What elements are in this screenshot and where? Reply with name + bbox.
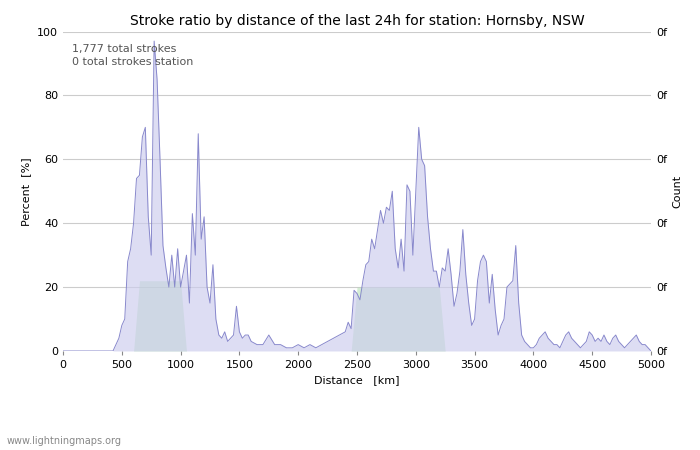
Title: Stroke ratio by distance of the last 24h for station: Hornsby, NSW: Stroke ratio by distance of the last 24h… <box>130 14 584 27</box>
Text: 1,777 total strokes
0 total strokes station: 1,777 total strokes 0 total strokes stat… <box>72 44 193 68</box>
Y-axis label: Count: Count <box>673 175 682 208</box>
X-axis label: Distance   [km]: Distance [km] <box>314 376 400 386</box>
Text: www.lightningmaps.org: www.lightningmaps.org <box>7 436 122 446</box>
Y-axis label: Percent  [%]: Percent [%] <box>22 157 32 225</box>
